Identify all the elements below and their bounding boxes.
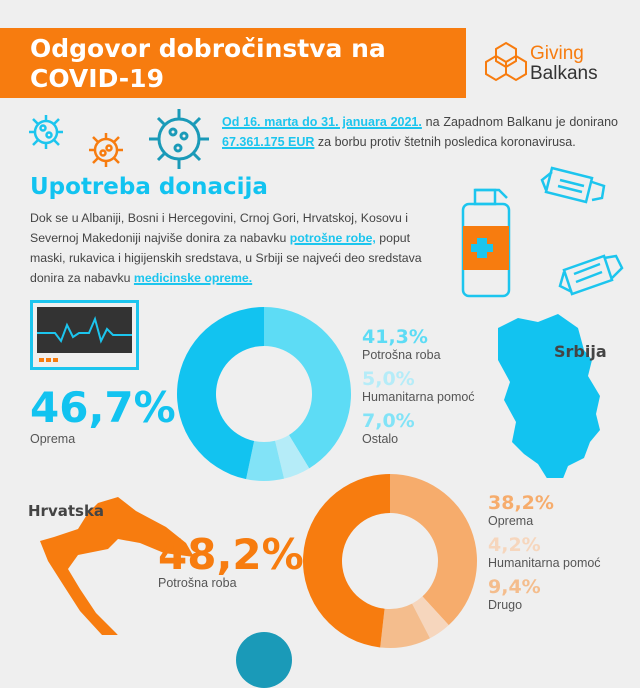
donut-slice: [412, 596, 449, 639]
next-chart-partial: [236, 632, 292, 688]
date-range-highlight: Od 16. marta do 31. januara 2021.: [222, 115, 422, 129]
legend-label: Drugo: [488, 598, 523, 612]
croatia-main-pct: 48,2%: [158, 530, 304, 579]
serbia-legend: 41,3% Potrošna roba 5,0% Humanitarna pom…: [362, 326, 475, 446]
croatia-legend: 38,2% Oprema 4,2% Humanitarna pomoć 9,4%…: [488, 492, 601, 612]
donut-slice: [275, 435, 310, 479]
section-text-1: Dok se u Albaniji, Bosni i Hercegovini, …: [30, 211, 408, 245]
legend-value: 4,2%: [488, 534, 541, 556]
legend-value: 5,0%: [362, 368, 415, 390]
donut-slice: [264, 307, 351, 469]
section-text: Dok se u Albaniji, Bosni i Hercegovini, …: [30, 208, 425, 288]
logo-text: Giving Balkans: [530, 44, 598, 84]
logo-line-2: Balkans: [530, 63, 598, 84]
croatia-donut-chart: [303, 474, 477, 648]
heart-monitor-icon: [30, 300, 139, 370]
legend-label: Oprema: [488, 514, 534, 528]
donut-slice: [177, 307, 264, 480]
face-mask-icon: [558, 254, 624, 296]
section-text-2: poput maski, rukavica i higijenskih sred…: [30, 231, 422, 285]
croatia-main-label: Potrošna roba: [158, 576, 237, 590]
face-mask-icon: [540, 166, 606, 204]
serbia-map-icon: [498, 314, 600, 478]
consumables-highlight: potrošne robe,: [289, 231, 376, 245]
virus-icon: [89, 133, 123, 167]
legend-label: Potrošna roba: [362, 348, 441, 362]
croatia-label: Hrvatska: [28, 502, 105, 520]
serbia-label: Srbija: [554, 342, 607, 361]
intro-text-2: za borbu protiv štetnih posledica korona…: [314, 135, 576, 149]
serbia-main-pct: 46,7%: [30, 383, 176, 432]
section-title: Upotreba donacija: [30, 174, 268, 200]
legend-value: 41,3%: [362, 326, 428, 348]
legend-label: Humanitarna pomoć: [362, 390, 475, 404]
page-title: Odgovor dobročinstva na COVID-19: [30, 34, 386, 94]
giving-balkans-logo-icon: [485, 41, 527, 82]
intro-text: Od 16. marta do 31. januara 2021. na Zap…: [222, 112, 618, 152]
amount-highlight: 67.361.175 EUR: [222, 135, 315, 149]
donut-slice: [390, 474, 477, 626]
large-virus-icon: [149, 109, 209, 169]
title-line-1: Odgovor dobročinstva na: [30, 34, 386, 63]
virus-icon: [29, 115, 63, 149]
monitor-screen: [37, 307, 132, 362]
donut-slice: [303, 474, 390, 648]
logo-line-1: Giving: [530, 43, 584, 64]
title-banner: [0, 28, 466, 98]
donut-slice: [246, 440, 285, 481]
donut-slice: [380, 603, 430, 648]
intro-text-1: na Zapadnom Balkanu je donirano: [421, 115, 618, 129]
legend-value: 38,2%: [488, 492, 554, 514]
serbia-main-label: Oprema: [30, 432, 76, 446]
title-line-2: COVID-19: [30, 64, 164, 93]
legend-label: Humanitarna pomoć: [488, 556, 601, 570]
croatia-map-icon: [40, 497, 194, 635]
sanitizer-bottle-icon: [461, 188, 511, 298]
serbia-donut-chart: [177, 307, 351, 481]
legend-value: 7,0%: [362, 410, 415, 432]
legend-label: Ostalo: [362, 432, 399, 446]
legend-value: 9,4%: [488, 576, 541, 598]
equipment-highlight: medicinske opreme.: [133, 271, 253, 285]
